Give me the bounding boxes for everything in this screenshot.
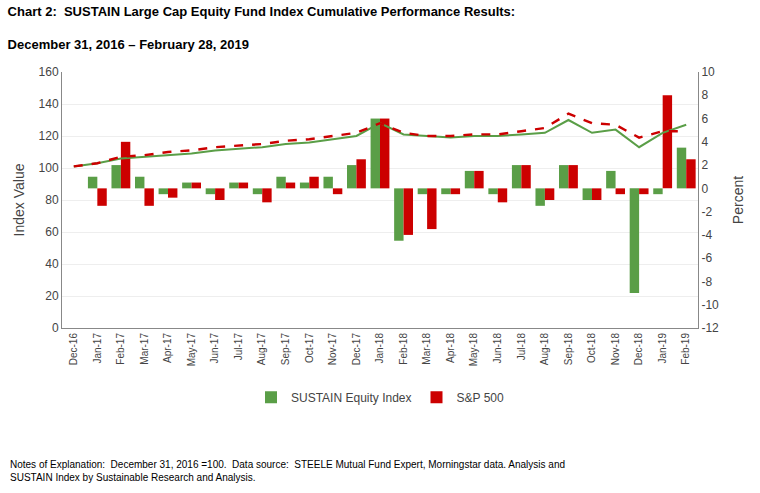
svg-text:Nov-17: Nov-17 <box>327 333 338 366</box>
svg-text:Nov-18: Nov-18 <box>610 333 621 366</box>
svg-text:80: 80 <box>45 193 59 207</box>
svg-text:0: 0 <box>701 182 708 196</box>
svg-text:6: 6 <box>701 112 708 126</box>
svg-text:-12: -12 <box>701 321 719 335</box>
svg-text:May-17: May-17 <box>186 333 197 367</box>
svg-text:-2: -2 <box>701 205 712 219</box>
svg-text:May-18: May-18 <box>468 333 479 367</box>
svg-text:100: 100 <box>39 161 59 175</box>
svg-text:Notes of Explanation: Decembe: Notes of Explanation: December 31, 2016 … <box>10 459 565 483</box>
svg-text:-8: -8 <box>701 275 712 289</box>
svg-text:4: 4 <box>701 135 708 149</box>
svg-text:Percent: Percent <box>730 176 746 224</box>
svg-text:Feb-17: Feb-17 <box>115 333 126 365</box>
svg-text:-10: -10 <box>701 298 719 312</box>
svg-text:10: 10 <box>701 65 715 79</box>
svg-text:Apr-18: Apr-18 <box>445 333 456 363</box>
svg-text:Dec-17: Dec-17 <box>351 333 362 366</box>
svg-text:-6: -6 <box>701 251 712 265</box>
svg-text:Jan-19: Jan-19 <box>657 333 668 364</box>
svg-text:Jan-18: Jan-18 <box>374 333 385 364</box>
svg-text:Dec-18: Dec-18 <box>633 333 644 366</box>
svg-text:Index Value: Index Value <box>11 163 27 236</box>
svg-text:Apr-17: Apr-17 <box>162 333 173 363</box>
svg-text:December 31, 2016 – February 2: December 31, 2016 – February 28, 2019 <box>8 37 249 52</box>
svg-text:Jun-18: Jun-18 <box>492 333 503 364</box>
svg-text:Sep-17: Sep-17 <box>280 333 291 366</box>
svg-text:120: 120 <box>39 129 59 143</box>
svg-text:Sep-18: Sep-18 <box>563 333 574 366</box>
svg-text:60: 60 <box>45 225 59 239</box>
svg-text:8: 8 <box>701 88 708 102</box>
svg-text:Feb-18: Feb-18 <box>398 333 409 365</box>
svg-text:2: 2 <box>701 158 708 172</box>
svg-text:Chart 2: SUSTAIN Large Cap Eq: Chart 2: SUSTAIN Large Cap Equity Fund I… <box>8 4 516 19</box>
svg-text:Feb-19: Feb-19 <box>680 333 691 365</box>
svg-text:Jul-18: Jul-18 <box>516 333 527 361</box>
svg-text:SUSTAIN Equity Index: SUSTAIN Equity Index <box>291 391 412 405</box>
svg-text:160: 160 <box>39 65 59 79</box>
svg-text:Dec-16: Dec-16 <box>68 333 79 366</box>
svg-text:-4: -4 <box>701 228 712 242</box>
svg-text:Oct-18: Oct-18 <box>586 333 597 363</box>
svg-text:S&P 500: S&P 500 <box>457 391 504 405</box>
svg-text:Aug-18: Aug-18 <box>539 333 550 366</box>
svg-text:Aug-17: Aug-17 <box>256 333 267 366</box>
svg-text:0: 0 <box>52 321 59 335</box>
svg-text:Mar-18: Mar-18 <box>421 333 432 365</box>
svg-text:Mar-17: Mar-17 <box>139 333 150 365</box>
svg-text:140: 140 <box>39 97 59 111</box>
svg-text:Jul-17: Jul-17 <box>233 333 244 361</box>
svg-text:Jun-17: Jun-17 <box>209 333 220 364</box>
svg-text:Jan-17: Jan-17 <box>92 333 103 364</box>
svg-text:Oct-17: Oct-17 <box>304 333 315 363</box>
svg-text:40: 40 <box>45 257 59 271</box>
svg-text:20: 20 <box>45 289 59 303</box>
